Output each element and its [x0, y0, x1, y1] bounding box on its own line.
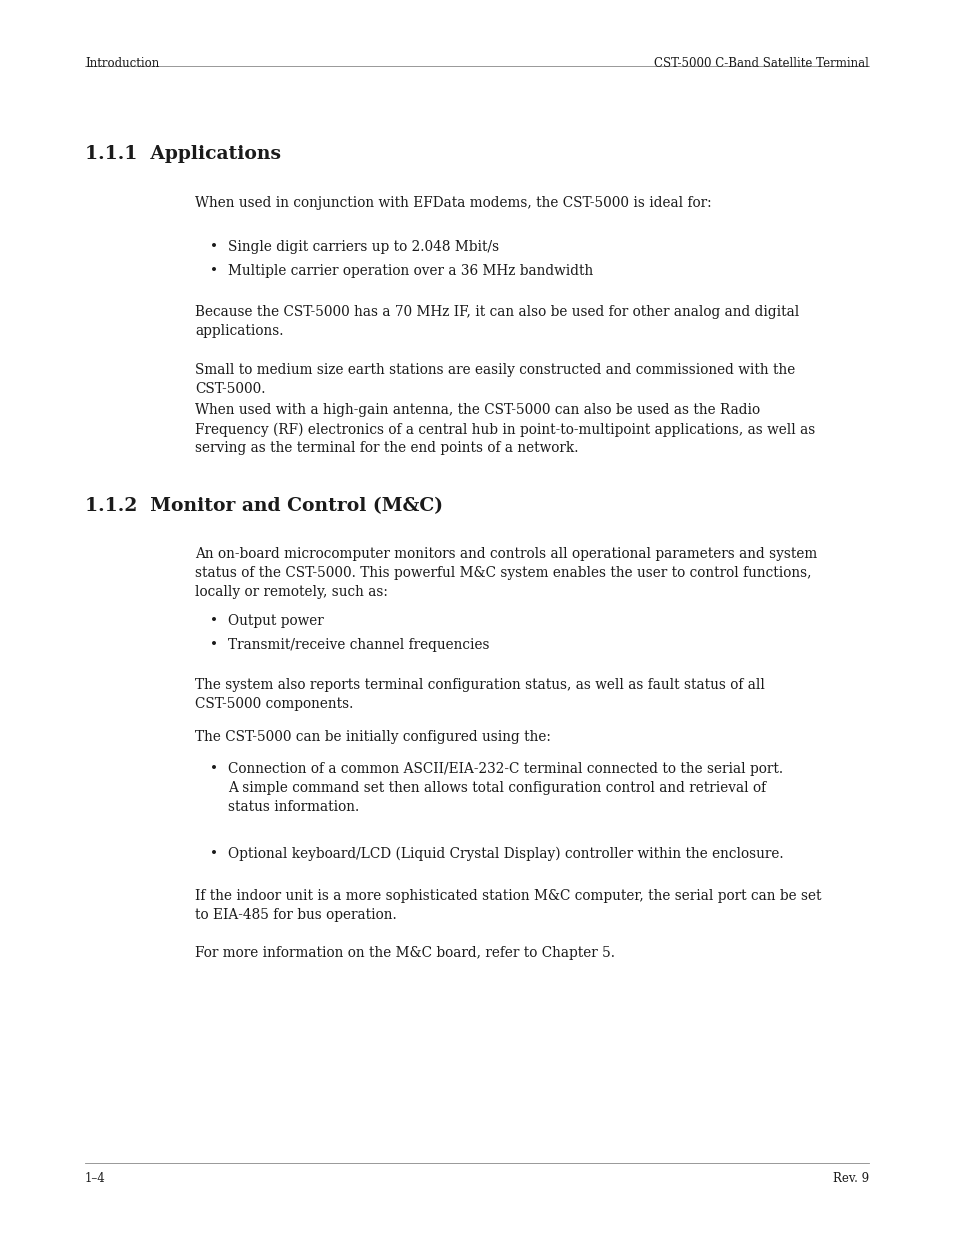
Text: Introduction: Introduction [85, 57, 159, 70]
Text: •: • [210, 847, 218, 861]
Text: Because the CST-5000 has a 70 MHz IF, it can also be used for other analog and d: Because the CST-5000 has a 70 MHz IF, it… [194, 305, 799, 338]
Text: Optional keyboard/LCD (Liquid Crystal Display) controller within the enclosure.: Optional keyboard/LCD (Liquid Crystal Di… [228, 847, 782, 861]
Text: Multiple carrier operation over a 36 MHz bandwidth: Multiple carrier operation over a 36 MHz… [228, 264, 593, 278]
Text: •: • [210, 638, 218, 652]
Text: Rev. 9: Rev. 9 [832, 1172, 868, 1186]
Text: •: • [210, 762, 218, 776]
Text: The system also reports terminal configuration status, as well as fault status o: The system also reports terminal configu… [194, 678, 764, 711]
Text: •: • [210, 264, 218, 278]
Text: When used with a high-gain antenna, the CST-5000 can also be used as the Radio
F: When used with a high-gain antenna, the … [194, 403, 815, 456]
Text: For more information on the M&C board, refer to Chapter 5.: For more information on the M&C board, r… [194, 946, 615, 960]
Text: If the indoor unit is a more sophisticated station M&C computer, the serial port: If the indoor unit is a more sophisticat… [194, 889, 821, 923]
Text: •: • [210, 240, 218, 254]
Text: Single digit carriers up to 2.048 Mbit/s: Single digit carriers up to 2.048 Mbit/s [228, 240, 498, 254]
Text: •: • [210, 614, 218, 629]
Text: The CST-5000 can be initially configured using the:: The CST-5000 can be initially configured… [194, 730, 550, 743]
Text: 1.1.1  Applications: 1.1.1 Applications [85, 144, 281, 163]
Text: Output power: Output power [228, 614, 323, 629]
Text: When used in conjunction with EFData modems, the CST-5000 is ideal for:: When used in conjunction with EFData mod… [194, 196, 711, 210]
Text: 1–4: 1–4 [85, 1172, 106, 1186]
Text: An on-board microcomputer monitors and controls all operational parameters and s: An on-board microcomputer monitors and c… [194, 547, 817, 599]
Text: 1.1.2  Monitor and Control (M&C): 1.1.2 Monitor and Control (M&C) [85, 496, 442, 515]
Text: Transmit/receive channel frequencies: Transmit/receive channel frequencies [228, 638, 489, 652]
Text: Connection of a common ASCII/EIA-232-C terminal connected to the serial port.
A : Connection of a common ASCII/EIA-232-C t… [228, 762, 782, 814]
Text: Small to medium size earth stations are easily constructed and commissioned with: Small to medium size earth stations are … [194, 363, 795, 396]
Text: CST-5000 C-Band Satellite Terminal: CST-5000 C-Band Satellite Terminal [654, 57, 868, 70]
